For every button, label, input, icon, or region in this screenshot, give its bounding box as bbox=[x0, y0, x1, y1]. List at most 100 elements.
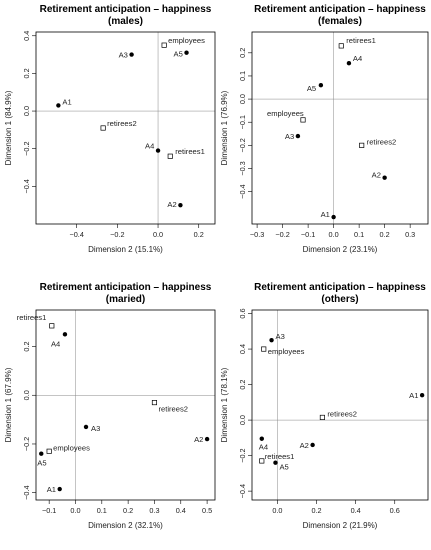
y-tick-label: 0.2 bbox=[238, 48, 247, 58]
x-tick-label: 0.0 bbox=[272, 506, 282, 515]
point-A3 bbox=[129, 52, 134, 57]
point-A5 bbox=[184, 50, 189, 55]
point-label: A1 bbox=[47, 485, 56, 494]
x-axis-label: Dimension 2 (21.9%) bbox=[303, 521, 378, 530]
point-label: A1 bbox=[321, 210, 330, 219]
panel-title: Retirement anticipation – happiness bbox=[254, 4, 426, 15]
y-axis-label: Dimension 1 (78.1%) bbox=[220, 367, 229, 442]
point-retirees2 bbox=[319, 414, 325, 420]
x-tick-label: −0.2 bbox=[275, 230, 289, 239]
point-label: retirees1 bbox=[346, 36, 376, 45]
point-A1 bbox=[57, 486, 62, 492]
y-tick-label: 0.0 bbox=[238, 94, 247, 104]
point-label: A4 bbox=[259, 443, 268, 452]
x-tick-label: 0.2 bbox=[380, 230, 390, 239]
panel-title: Retirement anticipation – happiness bbox=[40, 4, 212, 15]
x-tick-label: 0.4 bbox=[351, 506, 361, 515]
x-tick-label: 0.3 bbox=[149, 506, 159, 515]
point-label: A4 bbox=[353, 54, 362, 63]
point-A4 bbox=[346, 61, 352, 66]
plot-frame bbox=[35, 309, 216, 501]
point-retirees2 bbox=[100, 125, 106, 131]
point-employees bbox=[300, 117, 306, 123]
point-retirees1 bbox=[338, 43, 344, 49]
y-tick-label: −0.2 bbox=[22, 142, 31, 156]
point-A1 bbox=[56, 103, 61, 108]
point-label: retirees1 bbox=[17, 313, 47, 322]
point-A2 bbox=[204, 436, 210, 442]
y-axis-label: Dimension 1 (76.9%) bbox=[220, 90, 229, 165]
plot-frame bbox=[251, 31, 429, 225]
point-retirees1 bbox=[49, 323, 55, 329]
point-retirees1 bbox=[167, 153, 173, 159]
y-tick-label: 0.0 bbox=[238, 415, 247, 425]
point-A2 bbox=[310, 442, 315, 448]
panel-3: Retirement anticipation – happiness(mari… bbox=[4, 282, 216, 530]
y-tick-label: 0.2 bbox=[238, 380, 247, 390]
x-tick-label: 0.6 bbox=[390, 506, 400, 515]
panel-1: Retirement anticipation – happiness(male… bbox=[4, 4, 216, 254]
point-employees bbox=[46, 448, 52, 454]
point-label: A2 bbox=[194, 435, 203, 444]
point-label: A3 bbox=[119, 51, 128, 60]
x-tick-label: −0.1 bbox=[42, 506, 56, 515]
point-label: retirees2 bbox=[367, 137, 397, 146]
y-tick-label: 0.0 bbox=[22, 390, 31, 400]
panel-title: Retirement anticipation – happiness bbox=[40, 282, 212, 293]
point-A5 bbox=[39, 451, 44, 456]
point-A3 bbox=[83, 424, 89, 430]
point-label: A5 bbox=[279, 463, 288, 472]
y-tick-label: 0.0 bbox=[22, 106, 31, 116]
point-A2 bbox=[382, 175, 387, 180]
point-label: A3 bbox=[91, 424, 100, 433]
point-label: A1 bbox=[409, 391, 418, 400]
y-tick-label: 0.2 bbox=[22, 341, 31, 351]
point-retirees2 bbox=[151, 400, 158, 406]
y-axis-label: Dimension 1 (67.9%) bbox=[4, 367, 13, 442]
point-A3 bbox=[295, 133, 301, 139]
x-tick-label: 0.4 bbox=[176, 506, 186, 515]
panel-subtitle: (females) bbox=[318, 16, 362, 27]
y-tick-label: −0.4 bbox=[22, 179, 31, 193]
y-tick-label: −0.4 bbox=[238, 484, 247, 498]
y-tick-label: 0.1 bbox=[238, 71, 247, 81]
y-axis-label: Dimension 1 (84.9%) bbox=[4, 90, 13, 165]
panel-subtitle: (others) bbox=[321, 294, 358, 305]
x-axis-label: Dimension 2 (23.1%) bbox=[303, 245, 378, 254]
point-label: retirees1 bbox=[265, 452, 295, 461]
point-label: retirees2 bbox=[158, 405, 188, 414]
plot-frame bbox=[35, 31, 216, 225]
panel-4: Retirement anticipation – happiness(othe… bbox=[220, 282, 429, 530]
point-label: A4 bbox=[51, 339, 60, 348]
x-tick-label: 0.3 bbox=[405, 230, 415, 239]
x-tick-label: −0.4 bbox=[69, 230, 83, 239]
point-label: A1 bbox=[62, 97, 71, 106]
point-label: A3 bbox=[276, 332, 285, 341]
point-label: employees bbox=[268, 347, 305, 356]
point-A2 bbox=[178, 202, 183, 208]
x-tick-label: 0.0 bbox=[329, 230, 339, 239]
panel-subtitle: (maried) bbox=[106, 294, 145, 305]
x-tick-label: −0.1 bbox=[301, 230, 315, 239]
point-A4 bbox=[62, 332, 68, 337]
x-axis-label: Dimension 2 (32.1%) bbox=[88, 521, 163, 530]
y-tick-label: −0.2 bbox=[238, 448, 247, 462]
x-tick-label: −0.2 bbox=[110, 230, 124, 239]
panel-subtitle: (males) bbox=[108, 16, 143, 27]
point-label: A5 bbox=[307, 84, 316, 93]
plot-frame bbox=[251, 309, 429, 501]
point-retirees2 bbox=[359, 142, 365, 148]
y-tick-label: −0.4 bbox=[22, 485, 31, 499]
point-employees bbox=[161, 42, 167, 48]
point-A1 bbox=[331, 214, 336, 220]
point-A4 bbox=[155, 148, 161, 153]
y-tick-label: −0.2 bbox=[22, 437, 31, 451]
point-employees bbox=[261, 346, 267, 352]
y-tick-label: −0.1 bbox=[238, 115, 247, 129]
y-tick-label: 0.4 bbox=[22, 31, 31, 41]
point-label: A5 bbox=[37, 459, 46, 468]
x-tick-label: 0.0 bbox=[70, 506, 80, 515]
x-tick-label: 0.2 bbox=[311, 506, 321, 515]
point-label: A2 bbox=[167, 200, 176, 209]
